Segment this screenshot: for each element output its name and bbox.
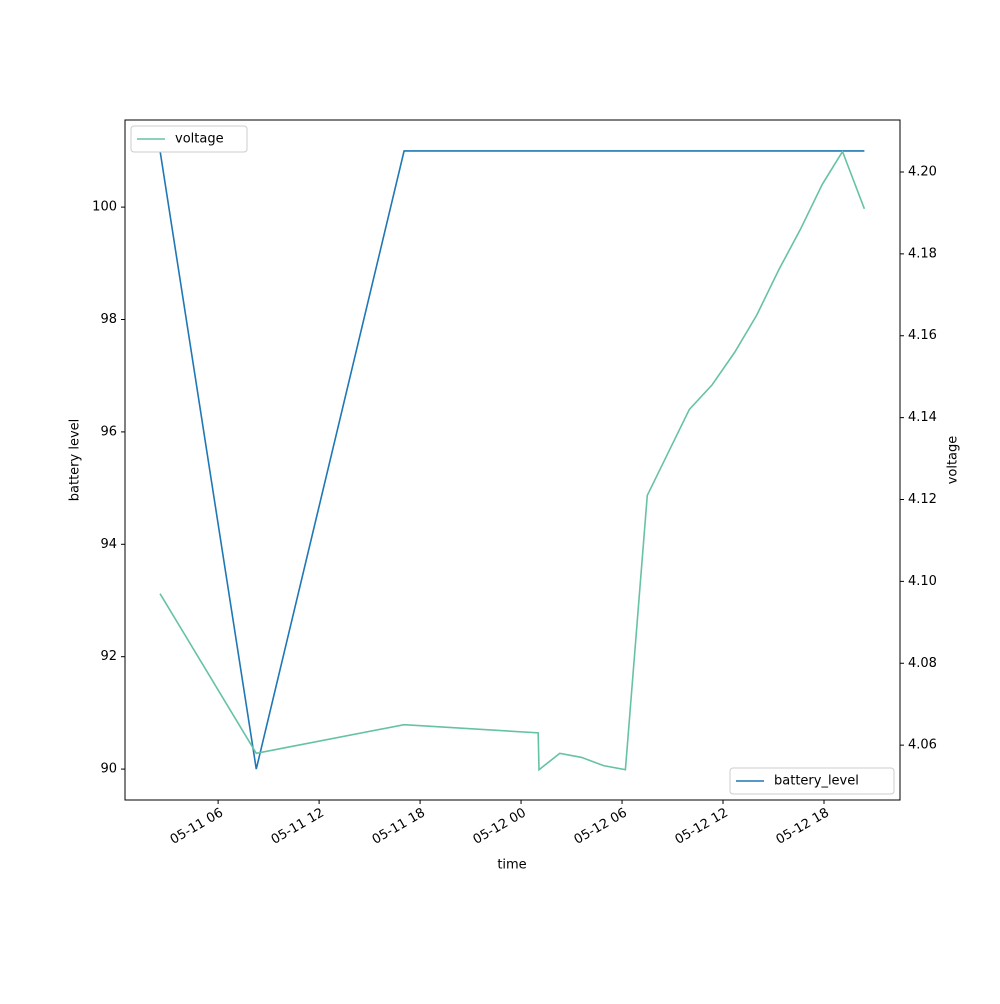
x-tick-label: 05-12 06 — [572, 806, 630, 848]
y-tick-label: 90 — [100, 762, 117, 777]
y-tick-label: 94 — [100, 537, 117, 552]
legend-label: battery_level — [774, 774, 859, 789]
y2-tick-label: 4.20 — [908, 164, 937, 179]
x-axis-label: time — [497, 858, 526, 873]
x-tick-label: 05-11 12 — [269, 806, 327, 848]
y2-tick-label: 4.18 — [908, 246, 937, 261]
y2-axis-label: voltage — [946, 436, 961, 485]
series-line — [159, 150, 865, 770]
x-tick-label: 05-12 12 — [673, 806, 731, 848]
y2-tick-label: 4.14 — [908, 410, 937, 425]
x-tick-label: 05-11 06 — [168, 806, 226, 848]
legend-box — [729, 767, 895, 795]
y-tick-label: 100 — [92, 200, 117, 215]
y2-tick-label: 4.10 — [908, 574, 937, 589]
legend-box — [130, 125, 248, 153]
x-tick-label: 05-12 18 — [774, 806, 832, 848]
x-tick-label: 05-11 18 — [370, 806, 428, 848]
legend: voltage — [130, 125, 248, 153]
y-axis-label: battery level — [68, 419, 83, 502]
y-tick-label: 92 — [100, 649, 117, 664]
y2-tick-label: 4.12 — [908, 492, 937, 507]
plot-frame — [124, 119, 901, 801]
y2-tick-label: 4.06 — [908, 738, 937, 753]
y2-tick-label: 4.16 — [908, 328, 937, 343]
legend: battery_level — [729, 767, 895, 795]
y2-tick-label: 4.08 — [908, 656, 937, 671]
y-tick-label: 96 — [100, 424, 117, 439]
legend-label: voltage — [175, 132, 224, 147]
y-tick-label: 98 — [100, 312, 117, 327]
series-line — [159, 149, 866, 772]
x-tick-label: 05-12 00 — [471, 806, 529, 848]
